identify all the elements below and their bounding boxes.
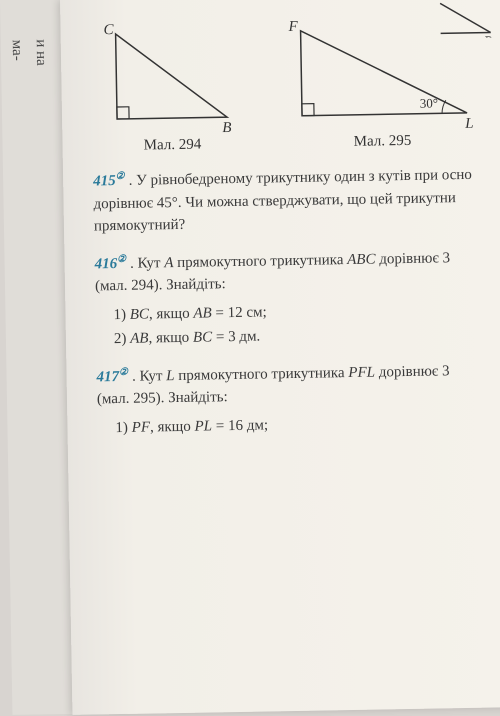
p416-i2a: 2) bbox=[114, 331, 131, 347]
top-triangle-fragment: P bbox=[435, 0, 496, 38]
p416-t1: . Кут bbox=[130, 255, 164, 272]
p416-i2c: , якщо bbox=[148, 330, 193, 347]
p415-t2: дорівнює 45°. Чи можна стверджувати, що … bbox=[93, 190, 456, 212]
p416-i2d: BC bbox=[193, 329, 212, 345]
p417-t1b: L bbox=[166, 368, 175, 384]
sup-417: ② bbox=[119, 366, 128, 377]
triangle-294-svg: C B bbox=[95, 17, 247, 135]
p417-i1a: 1) bbox=[115, 419, 132, 435]
p416-i2b: AB bbox=[130, 331, 149, 347]
num-415: 415 bbox=[93, 173, 116, 189]
problem-416: 416②. Кут A прямокутного трикутника ABC … bbox=[94, 245, 486, 351]
side-frag-0: и на bbox=[33, 39, 49, 66]
num-417: 417 bbox=[96, 369, 119, 385]
p416-i1c: , якщо bbox=[149, 305, 194, 322]
p416-t1c: прямокутного трикутника bbox=[173, 252, 347, 271]
p417-i1e: = 16 дм; bbox=[212, 417, 268, 434]
figures-row: C B Мал. 294 30° F L P Мал. 295 bbox=[90, 13, 482, 156]
p417-items: 1) PF, якщо PL = 16 дм; bbox=[97, 410, 487, 439]
figure-294: C B Мал. 294 bbox=[90, 17, 252, 156]
p417-t1c: прямокутного трикутника bbox=[174, 365, 348, 384]
p416-t1e: дорівнює 3 bbox=[375, 250, 450, 267]
problem-415: 415②. У рівнобедреному трикутнику один з… bbox=[93, 163, 484, 238]
angle-30: 30° bbox=[420, 95, 438, 110]
p415-t3: прямокутний? bbox=[94, 217, 186, 235]
p417-t1: . Кут bbox=[132, 368, 166, 385]
p417-t1d: PFL bbox=[348, 364, 375, 380]
p417-t1e: дорівнює 3 bbox=[375, 363, 450, 380]
p416-t2a: (мал. 294). Знайдіть: bbox=[95, 276, 226, 294]
vertex-B: B bbox=[222, 120, 231, 134]
sup-415: ② bbox=[115, 171, 124, 182]
p416-i1d: AB bbox=[193, 305, 212, 321]
vertex-C: C bbox=[103, 22, 114, 38]
side-frag-1: ма- bbox=[9, 40, 25, 61]
p416-i2e: = 3 дм. bbox=[212, 329, 260, 346]
vertex-P: P bbox=[294, 13, 304, 18]
p416-t1d: ABC bbox=[347, 251, 376, 267]
sup-416: ② bbox=[117, 253, 126, 264]
num-416: 416 bbox=[94, 256, 117, 272]
p417-i1b: PF bbox=[132, 419, 151, 435]
problem-415-num: 415② bbox=[93, 173, 125, 190]
p417-item1: 1) PF, якщо PL = 16 дм; bbox=[115, 410, 487, 439]
page-content: P C B Мал. 294 30° F L P Мал. 295 bbox=[60, 0, 500, 715]
vertex-L: L bbox=[464, 116, 474, 131]
p416-item2: 2) AB, якщо BC = 3 дм. bbox=[114, 322, 486, 351]
vertex-P-top: P bbox=[483, 34, 493, 38]
p416-i1b: BC bbox=[130, 306, 149, 322]
p417-i1d: PL bbox=[194, 418, 212, 434]
problem-417-num: 417② bbox=[96, 368, 128, 385]
caption-295: Мал. 295 bbox=[354, 133, 412, 151]
p416-i1a: 1) bbox=[113, 306, 130, 322]
problem-417: 417②. Кут L прямокутного трикутника PFL … bbox=[96, 358, 487, 439]
p416-items: 1) BC, якщо AB = 12 см; 2) AB, якщо BC =… bbox=[95, 297, 486, 351]
p416-t1b: A bbox=[164, 255, 173, 271]
side-frag-2: ка, bbox=[0, 40, 1, 58]
vertex-F: F bbox=[287, 19, 298, 35]
p416-i1e: = 12 см; bbox=[212, 304, 267, 321]
caption-294: Мал. 294 bbox=[144, 137, 202, 155]
p417-i1c: , якщо bbox=[150, 418, 195, 435]
p417-t2a: (мал. 295). Знайдіть: bbox=[97, 389, 228, 407]
p415-t1: . У рівнобедреному трикутнику один з кут… bbox=[128, 167, 471, 189]
problem-416-num: 416② bbox=[94, 255, 126, 272]
